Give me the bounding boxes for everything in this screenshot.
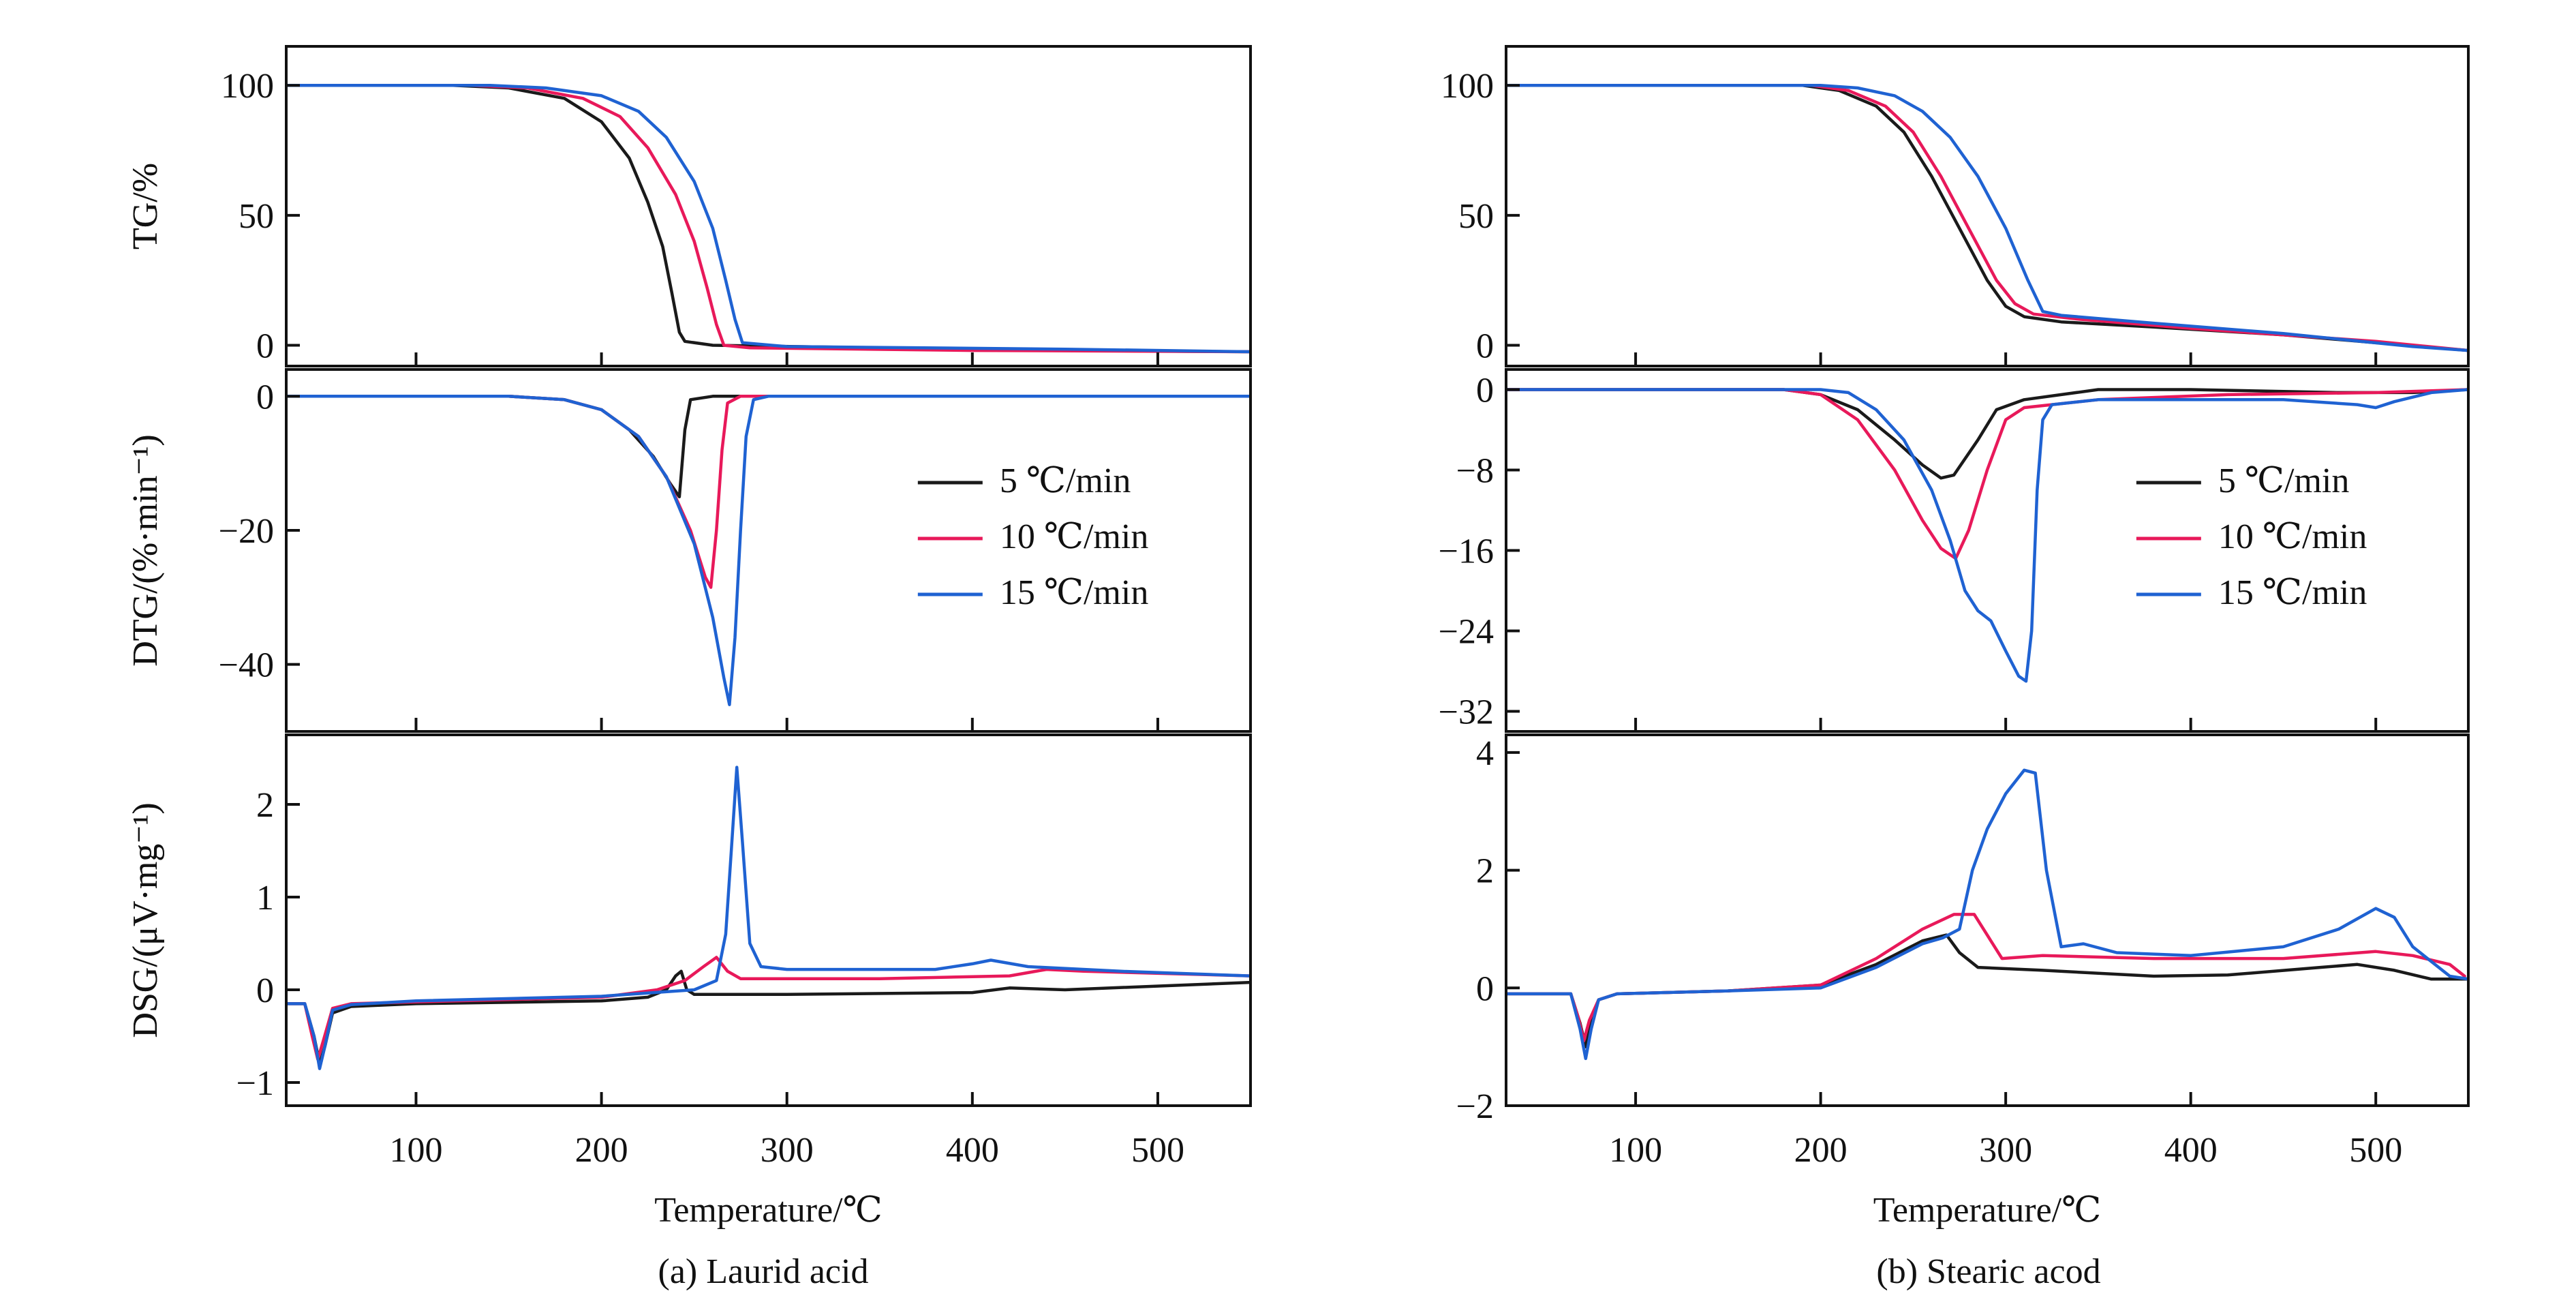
y-axis-title: DSG/(μV·mg⁻¹) (126, 802, 165, 1038)
y-tick-label: 0 (1476, 372, 1494, 410)
series-line-10-dsg-a (286, 956, 1251, 1061)
figure-caption: (a) Laurid acid (658, 1252, 869, 1291)
y-tick-label: −2 (1456, 1087, 1494, 1126)
y-tick-label: 0 (1476, 969, 1494, 1008)
y-axis-title: DTG/(%·min⁻¹) (126, 434, 165, 667)
y-tick-label: 0 (256, 378, 274, 417)
y-tick-label: 0 (256, 327, 274, 365)
plot-frame (1505, 733, 2470, 1107)
series-line-5-dsg-a (286, 969, 1251, 1066)
panel-dtg-a: 0 −20 −40 DTG/(%·min⁻¹) 5 ℃/min 10 ℃/min 15 ℃/… (126, 368, 1252, 733)
legend-label-10: 10 ℃/min (1000, 517, 1149, 556)
x-axis-title: Temperature/℃ (1873, 1191, 2102, 1230)
legend-label-15: 15 ℃/min (1000, 573, 1149, 612)
x-tick-label: 500 (2349, 1131, 2402, 1170)
series-line-10-tg-b (1506, 83, 2468, 352)
x-tick-label: 500 (1131, 1131, 1184, 1170)
panel-tg-b: 0 50 100 TG/% (126, 45, 2470, 367)
x-axis-title: Temperature/℃ (654, 1191, 883, 1230)
y-tick-label: −32 (1439, 693, 1494, 732)
x-tick-label: 100 (389, 1131, 442, 1170)
y-axis-title: TG/% (126, 163, 165, 249)
y-tick-label: 0 (1476, 327, 1494, 365)
series-line-5-tg-b (1506, 83, 2468, 352)
legend-label-5: 5 ℃/min (1000, 461, 1131, 500)
series-line-5-dtg-b (1506, 388, 2468, 480)
y-tick-label: −40 (219, 646, 274, 685)
panel-dsg-a: −1 0 1 2 DSG/(μV·mg⁻¹) (126, 733, 1252, 1107)
series-line-15-dtg-a (286, 395, 1251, 706)
series-line-15-dtg-b (1506, 388, 2468, 683)
x-tick-label: 300 (761, 1131, 814, 1170)
y-tick-label: 0 (256, 971, 274, 1010)
y-tick-label: 50 (1458, 197, 1494, 236)
plot-frame (285, 368, 1252, 733)
y-axis-title: DTG/(%·min⁻¹) (126, 434, 165, 667)
y-tick-label: −16 (1439, 532, 1494, 571)
figure-caption: (b) Stearic acod (1876, 1252, 2100, 1291)
y-axis-title: TG/% (126, 163, 165, 249)
series-line-5-tg-a (286, 83, 1251, 354)
series-line-10-dsg-b (1506, 913, 2466, 1043)
y-tick-label: −20 (219, 512, 274, 551)
y-tick-label: 1 (256, 879, 274, 918)
panel-dsg-b: −2 0 2 4 DSG/(μV·mg⁻¹) (126, 733, 2470, 1126)
y-tick-label: 50 (239, 197, 274, 236)
legend-label-10: 10 ℃/min (2218, 517, 2367, 556)
series-line-15-dsg-a (286, 766, 1251, 1070)
x-tick-label: 100 (1609, 1131, 1662, 1170)
y-tick-label: −8 (1456, 452, 1494, 491)
y-tick-label: −1 (236, 1064, 274, 1103)
plot-frame (285, 733, 1252, 1107)
y-axis-title: DSG/(μV·mg⁻¹) (126, 802, 165, 1038)
x-tick-label: 400 (2164, 1131, 2218, 1170)
x-tick-label: 200 (1794, 1131, 1847, 1170)
y-tick-label: −24 (1439, 613, 1494, 652)
series-line-10-tg-a (286, 83, 1251, 354)
legend: 5 ℃/min 10 ℃/min 15 ℃/min (917, 461, 1149, 612)
y-tick-label: 100 (221, 67, 274, 106)
x-tick-label: 400 (946, 1131, 999, 1170)
x-tick-label: 200 (575, 1131, 628, 1170)
series-line-15-tg-a (286, 83, 1251, 354)
series-line-15-dsg-b (1506, 768, 2468, 1061)
legend-label-5: 5 ℃/min (2218, 461, 2350, 500)
y-tick-label: 100 (1441, 67, 1494, 106)
series-line-15-tg-b (1506, 83, 2468, 352)
x-tick-label: 300 (1979, 1131, 2032, 1170)
legend: 5 ℃/min 10 ℃/min 15 ℃/min (2136, 461, 2367, 612)
y-tick-label: 2 (1476, 852, 1494, 891)
y-tick-label: 2 (256, 786, 274, 825)
series-line-5-dsg-b (1506, 933, 2468, 1048)
y-tick-label: 4 (1476, 734, 1494, 773)
series-line-10-dtg-b (1506, 388, 2468, 560)
plot-frame (285, 45, 1252, 367)
legend-label-15: 15 ℃/min (2218, 573, 2367, 612)
plot-frame (1505, 45, 2470, 367)
panel-tg-a: 0 50 100 TG/% (126, 45, 1252, 367)
panel-dtg-b: 0 −8 −16 −24 −32 DTG/(%·min⁻¹) 5 ℃/min 10 ℃/min… (126, 368, 2470, 733)
